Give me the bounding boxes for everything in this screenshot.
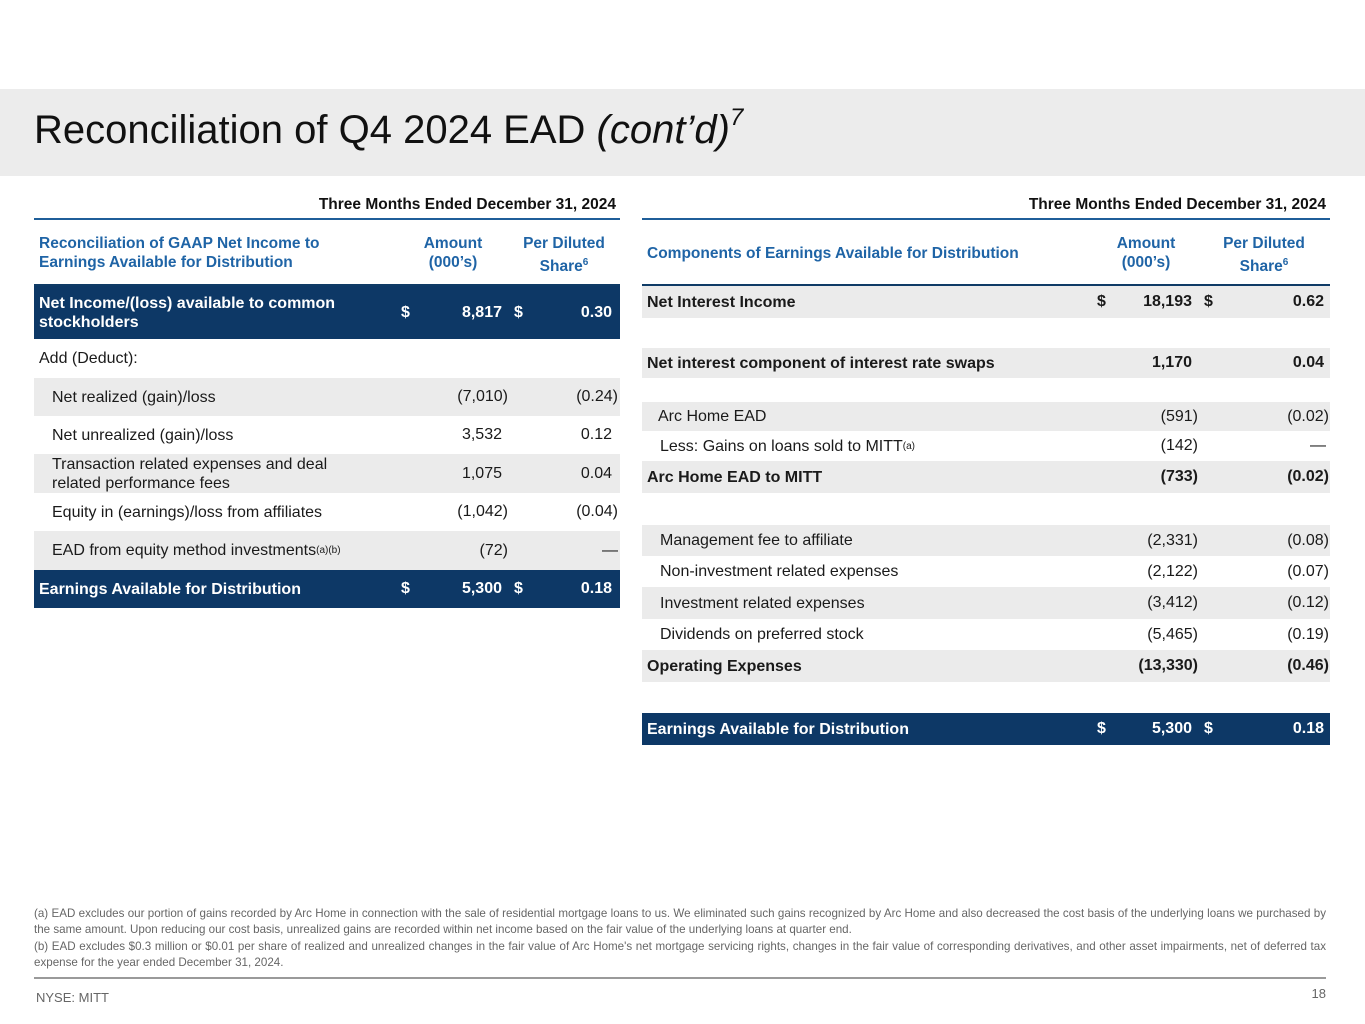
title-band — [0, 89, 1365, 176]
left-period-rule — [34, 218, 620, 220]
table-row: Earnings Available for Distribution $ 5,… — [642, 713, 1330, 745]
table-row: Net Interest Income $ 18,193 $ 0.62 — [642, 286, 1330, 318]
right-header-rule — [642, 284, 1330, 286]
left-period-label: Three Months Ended December 31, 2024 — [318, 196, 616, 213]
table-row: Investment related expenses (3,412) (0.1… — [642, 587, 1330, 619]
table-row: Net realized (gain)/loss (7,010) (0.24) — [34, 378, 620, 416]
table-row: Arc Home EAD (591) (0.02) — [642, 402, 1330, 431]
left-header-share: Per Diluted Share6 — [523, 235, 605, 276]
footnotes: (a) EAD excludes our portion of gains re… — [34, 906, 1326, 972]
table-row: Transaction related expenses and deal re… — [34, 454, 620, 493]
right-period-rule — [642, 218, 1330, 220]
ticker-label: NYSE: MITT — [36, 990, 109, 1005]
left-header-amount: Amount (000’s) — [423, 235, 483, 271]
right-header-label: Components of Earnings Available for Dis… — [647, 245, 1019, 262]
right-period-label: Three Months Ended December 31, 2024 — [1028, 196, 1326, 213]
table-row: Management fee to affiliate (2,331) (0.0… — [642, 525, 1330, 556]
page-number: 18 — [1311, 986, 1326, 1001]
table-row: Add (Deduct): — [39, 350, 138, 367]
table-row: Dividends on preferred stock (5,465) (0.… — [660, 625, 1329, 644]
footer-divider — [34, 977, 1326, 979]
table-row: Net unrealized (gain)/loss 3,532 0.12 — [52, 426, 612, 444]
table-row: Arc Home EAD to MITT (733) (0.02) — [642, 461, 1330, 493]
footnote-a: (a) EAD excludes our portion of gains re… — [34, 907, 1326, 937]
left-header-rule — [34, 284, 620, 286]
table-row: EAD from equity method investments (a)(b)… — [34, 531, 620, 570]
table-row: Net interest component of interest rate … — [642, 348, 1330, 378]
table-row: Net Income/(loss) available to common st… — [34, 286, 620, 339]
page-title: Reconciliation of Q4 2024 EAD (cont’d)7 — [34, 104, 744, 152]
left-header-label: Reconciliation of GAAP Net Income to Ear… — [39, 235, 320, 271]
table-row: Equity in (earnings)/loss from affiliate… — [52, 503, 618, 521]
table-row: Less: Gains on loans sold to MITT (a) (14… — [660, 437, 1326, 455]
table-row: Non-investment related expenses (2,122) … — [660, 562, 1329, 581]
right-header-amount: Amount (000’s) — [1116, 235, 1176, 271]
footnote-b: (b) EAD excludes $0.3 million or $0.01 p… — [34, 939, 1326, 970]
table-row: Operating Expenses (13,330) (0.46) — [642, 650, 1330, 682]
right-header-share: Per Diluted Share6 — [1223, 235, 1305, 276]
table-row: Earnings Available for Distribution $ 5,… — [34, 570, 620, 608]
